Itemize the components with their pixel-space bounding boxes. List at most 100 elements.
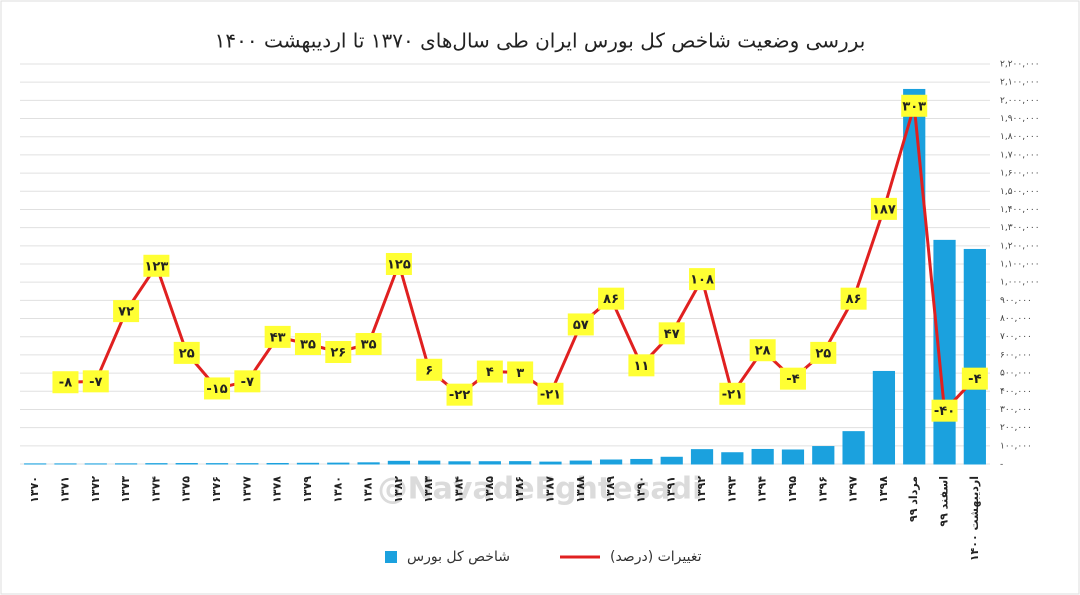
x-tick-label: ۱۳۸۸: [574, 476, 587, 503]
x-tick-label: ۱۳۷۷: [240, 476, 253, 503]
bar: [933, 239, 956, 465]
legend-label: تغییرات (درصد): [610, 549, 702, 565]
x-tick-label: ۱۳۹۳: [725, 476, 738, 503]
label-box: [537, 382, 564, 405]
label-box: [204, 377, 231, 400]
bar: [872, 370, 896, 465]
label-box: [689, 268, 716, 291]
label-box: [507, 361, 534, 384]
x-tick-label: ۱۳۸۷: [543, 476, 556, 503]
data-label: ۱۱: [633, 359, 649, 374]
label-box: [931, 399, 958, 422]
x-tick-label: ۱۳۹۴: [756, 476, 769, 503]
bar: [478, 461, 501, 465]
bar: [963, 248, 986, 465]
label-box: [416, 358, 443, 381]
bar: [448, 461, 471, 465]
x-tick-label: اردیبهشت ۱۴۰۰: [968, 476, 981, 561]
label-box: [961, 367, 988, 390]
y-tick-label: ۸۰۰,۰۰۰: [1000, 314, 1032, 324]
x-tick-label: ۱۳۹۱: [665, 476, 678, 503]
bar: [327, 462, 350, 465]
y-tick-label: ۱۰۰,۰۰۰: [1000, 441, 1032, 451]
x-tick-label: ۱۳۸۱: [362, 476, 375, 503]
y-tick-label: ۱,۲۰۰,۰۰۰: [1000, 241, 1040, 251]
data-label: -۸: [59, 376, 72, 391]
y-tick-label: ۷۰۰,۰۰۰: [1000, 332, 1032, 342]
label-box: [446, 383, 473, 406]
y-tick-label: ۶۰۰,۰۰۰: [1000, 350, 1032, 360]
label-box: [628, 354, 655, 377]
data-label: ۸۶: [846, 292, 862, 307]
data-label: ۱۲۳: [145, 259, 169, 274]
data-label: -۲۱: [540, 387, 561, 402]
chart-title: بررسی وضعیت شاخص کل بورس ایران طی سال‌ها…: [215, 29, 866, 53]
bar: [781, 449, 805, 465]
label-box: [749, 339, 776, 362]
label-box: [840, 287, 867, 310]
x-tick-label: اسفند ۹۹: [938, 476, 951, 527]
bar: [660, 456, 683, 465]
y-tick-label: ۳۰۰,۰۰۰: [1000, 405, 1032, 415]
x-tick-label: ۱۳۹۰: [634, 476, 647, 503]
x-tick-label: ۱۳۷۴: [149, 476, 162, 503]
bar: [812, 446, 835, 465]
label-box: [719, 382, 746, 405]
data-label: ۵۷: [573, 318, 589, 333]
label-box: [901, 94, 928, 117]
bar: [721, 452, 744, 465]
y-tick-label: ۱,۸۰۰,۰۰۰: [1000, 132, 1040, 142]
y-tick-label: -: [1000, 460, 1003, 470]
x-tick-label: ۱۳۸۲: [392, 476, 405, 503]
x-tick-label: ۱۳۷۹: [301, 476, 314, 503]
bar: [569, 460, 592, 465]
x-tick-label: ۱۳۷۳: [119, 476, 132, 503]
data-label: ۲۵: [815, 346, 831, 361]
data-label: ۶: [425, 363, 433, 378]
x-tick-label: ۱۳۷۸: [271, 476, 284, 503]
data-label: ۲۵: [179, 346, 195, 361]
label-box: [143, 254, 170, 277]
x-tick-label: ۱۳۷۵: [180, 476, 193, 503]
data-label: -۴: [968, 372, 981, 387]
data-label: ۱۸۷: [872, 202, 896, 217]
x-tick-label: ۱۳۹۶: [816, 476, 829, 503]
bar: [509, 461, 532, 465]
data-label: ۳۰۳: [902, 99, 926, 114]
data-label: ۱۰۸: [690, 273, 714, 288]
bar: [751, 448, 774, 465]
label-box: [779, 367, 806, 390]
bar: [599, 459, 623, 465]
y-tick-label: ۲۰۰,۰۰۰: [1000, 423, 1032, 433]
data-label: -۲۲: [449, 388, 470, 403]
x-tick-label: ۱۳۷۰: [28, 476, 41, 503]
label-box: [234, 370, 261, 393]
label-box: [264, 325, 291, 348]
x-tick-label: ۱۳۸۵: [483, 476, 496, 503]
x-tick-label: ۱۳۹۵: [786, 476, 799, 503]
data-label: ۲۶: [330, 346, 346, 361]
x-tick-label: ۱۳۹۷: [847, 476, 860, 503]
bar: [630, 458, 653, 465]
x-tick-label: ۱۳۸۳: [422, 476, 435, 503]
data-label: -۷: [241, 375, 254, 390]
x-tick-label: ۱۳۷۲: [89, 476, 102, 503]
data-label: -۴: [786, 372, 799, 387]
x-tick-label: ۱۳۷۶: [210, 476, 223, 503]
y-tick-label: ۱,۷۰۰,۰۰۰: [1000, 150, 1040, 160]
bar: [539, 461, 562, 465]
data-label: ۴۳: [270, 330, 286, 345]
bar: [903, 88, 926, 465]
y-tick-label: ۱,۳۰۰,۰۰۰: [1000, 223, 1040, 233]
data-label: ۴: [486, 365, 494, 380]
bar: [266, 462, 289, 465]
x-tick-label: ۱۳۸۶: [513, 476, 526, 503]
data-label: ۲۸: [755, 344, 771, 359]
legend-label: شاخص کل بورس: [407, 549, 510, 565]
y-tick-label: ۵۰۰,۰۰۰: [1000, 369, 1032, 379]
y-tick-label: ۲,۰۰۰,۰۰۰: [1000, 96, 1040, 106]
x-tick-label: ۱۳۸۰: [331, 476, 344, 503]
data-label: -۲۱: [722, 387, 743, 402]
